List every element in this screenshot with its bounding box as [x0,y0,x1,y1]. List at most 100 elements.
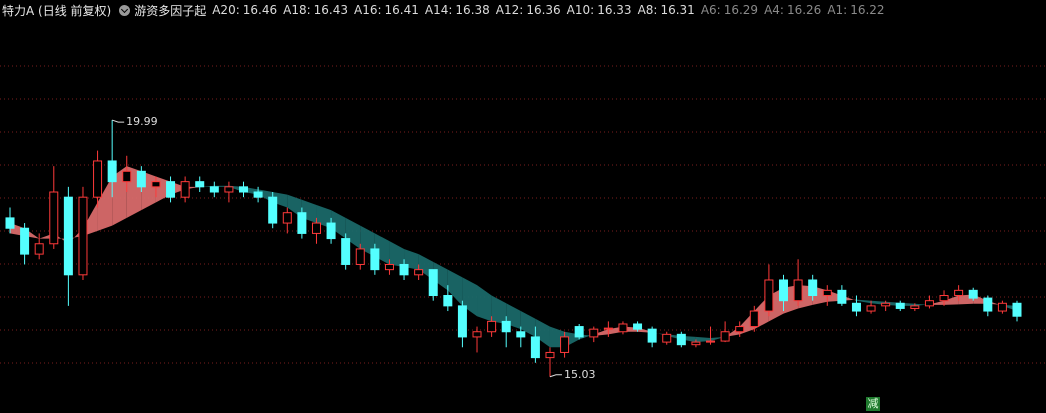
candle-body [822,289,832,297]
level-value: 16.26 [786,3,822,17]
candle-body [997,302,1007,312]
ma-ribbon [389,241,405,268]
level: A16: 16.41 [354,3,419,17]
candle-body [63,196,73,276]
level-name: A12: [495,3,524,17]
candle-body [1012,302,1022,317]
candle-body [633,323,643,330]
level-value: 16.33 [597,3,632,17]
candle-body [924,300,934,307]
candle-body [808,279,818,297]
ma-ribbon [433,261,448,291]
candle-body [866,305,876,312]
level-name: A10: [566,3,595,17]
candle-body [516,331,526,338]
candle-body [122,170,132,183]
candle-body [749,310,759,328]
candle-body [282,212,292,224]
indicator-toggle[interactable] [119,4,131,16]
candle-body [136,170,146,188]
ma-ribbon [287,194,302,218]
level: A6: 16.29 [701,3,758,17]
candle-body [311,222,321,234]
candle-body [764,279,774,312]
candle-body [676,333,686,346]
level-value: 16.43 [313,3,348,17]
level-name: A18: [283,3,311,17]
ma-ribbon [856,299,872,304]
candle-body [399,263,409,276]
annotation-label: 15.03 [564,368,596,381]
level-name: A6: [700,3,721,17]
candle-body [662,333,672,343]
ma-ribbon [944,295,959,305]
candle-body [5,217,15,229]
candle-body [851,302,861,312]
level-value: 16.22 [850,3,885,17]
candle-body [618,323,628,333]
level: A4: 16.26 [764,3,821,17]
candle-body [983,297,993,312]
candle-body [487,320,497,333]
candle-body [706,340,716,343]
level-name: A16: [354,3,382,17]
annotation-arrow [112,119,125,123]
candle-body [603,327,613,330]
candle-body [560,336,570,353]
level: A12: 16.36 [496,3,561,17]
candle-body [78,196,88,276]
level-value: 16.29 [723,3,759,17]
candle-body [297,212,307,234]
candle-body [370,248,380,271]
candle-body [195,181,205,188]
candle-body [545,351,555,359]
candle-body [939,295,949,302]
candle-body [414,269,424,276]
candle-body [881,302,891,307]
candle-body [107,160,117,183]
level: A10: 16.33 [567,3,632,17]
candle-body [355,248,365,265]
candle-body [384,263,394,271]
candle-body [530,336,540,359]
indicator-name: 游资多因子起 [134,3,207,18]
candle-body [341,238,351,265]
header: 特力A (日线 前复权) 游资多因子起 A20: 16.46 A18: 16.43 A1… [2,1,885,19]
candle-body [574,326,584,338]
ma-ribbon [914,303,930,306]
level-value: 16.38 [455,3,490,17]
candle-body [720,331,730,342]
candle-body [224,186,234,193]
candle-body [647,328,657,343]
candle-body [895,302,905,309]
level-name: A14: [424,3,453,17]
annotation-arrow [549,374,562,378]
candle-body [837,289,847,304]
ma-ribbon [97,176,113,231]
level: A1: 16.22 [827,3,884,17]
level-name: A8: [637,3,658,17]
level: A8: 16.31 [638,3,695,17]
candle-body [910,305,920,309]
level-value: 16.41 [384,3,419,17]
ma-ribbon [447,269,463,306]
candle-body [209,186,219,193]
level-name: A4: [764,3,784,17]
candle-body [268,196,278,224]
level-name: A1: [827,3,848,17]
level: A14: 16.38 [425,3,490,17]
ma-ribbon [710,336,726,342]
ma-ribbon [477,285,492,322]
ma-ribbon [331,210,346,239]
candle-body [691,341,701,346]
candle-body [954,289,964,297]
candle-body [735,326,745,333]
candle-body [968,289,978,299]
level-value: 16.31 [660,3,695,17]
candle-body [472,331,482,338]
level-value: 16.46 [242,3,278,17]
candle-body [457,305,467,338]
annotation-label: 19.99 [126,115,158,128]
levels: A20: 16.46 A18: 16.43 A16: 16.41 A14: 16.38 A12:… [206,3,884,17]
candle-body [443,295,453,307]
